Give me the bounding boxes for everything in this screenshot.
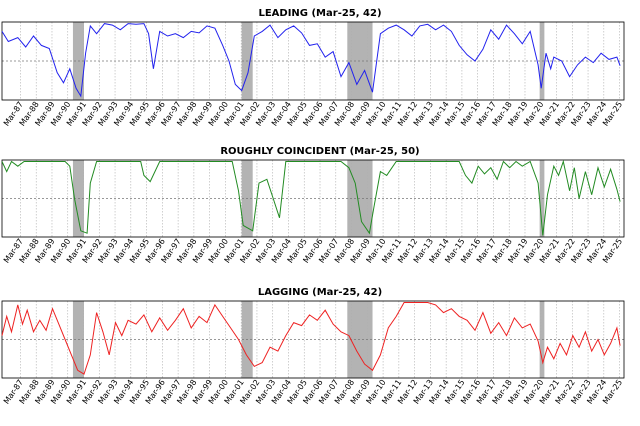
series-line	[1, 23, 621, 98]
chart-panel-3: LAGGING (Mar-25, 42)Mar-87Mar-88Mar-89Ma…	[1, 287, 625, 406]
plot-frame	[1, 21, 625, 101]
chart-title: ROUGHLY COINCIDENT (Mar-25, 50)	[220, 146, 419, 157]
plot-frame	[1, 159, 625, 238]
series-line	[1, 159, 621, 236]
chart-title: LEADING (Mar-25, 42)	[258, 8, 381, 19]
chart-panel-2: ROUGHLY COINCIDENT (Mar-25, 50)Mar-87Mar…	[1, 146, 625, 265]
chart-panel-1: LEADING (Mar-25, 42)Mar-87Mar-88Mar-89Ma…	[1, 8, 625, 128]
series-line	[1, 302, 621, 375]
chart-title: LAGGING (Mar-25, 42)	[258, 287, 382, 298]
plot-frame	[1, 300, 625, 379]
